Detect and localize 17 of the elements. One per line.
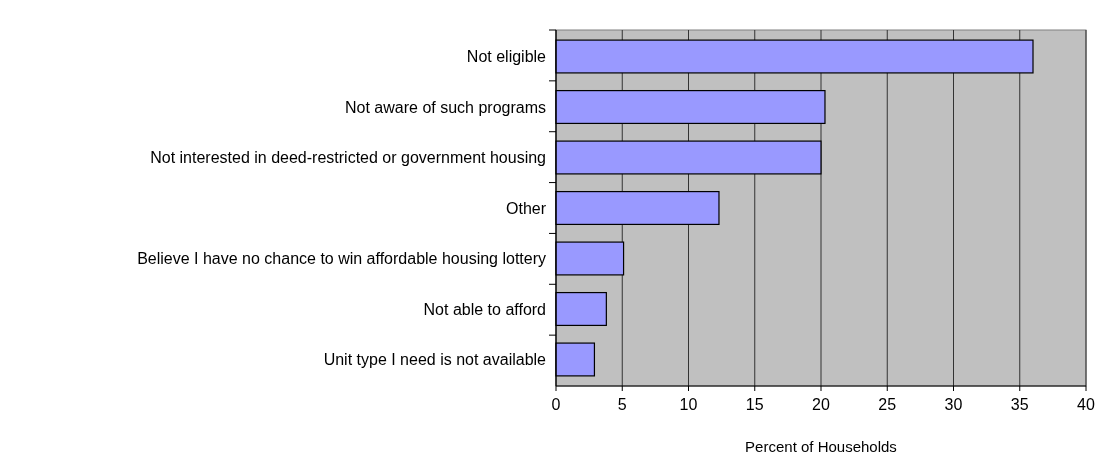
y-tick-label: Other [505,199,547,217]
y-tick-label: Not aware of such programs [345,98,546,116]
x-tick-label: 25 [878,396,897,413]
y-tick-label: Believe I have no chance to win affordable housing lottery [137,250,546,268]
x-tick-label: 5 [617,396,627,413]
x-axis-title: Percent of Households [745,438,897,455]
x-tick-label: 0 [551,396,561,413]
y-tick-label: Unit type I need is not available [323,351,547,369]
x-tick-label: 15 [745,396,764,413]
x-tick-label: 10 [679,396,698,413]
x-tick-label: 40 [1077,396,1095,413]
x-tick-label: 20 [812,396,830,413]
y-tick-label: Not eligible [466,48,547,66]
y-tick-label: Not able to afford [423,300,546,318]
x-tick-label: 30 [944,396,963,413]
y-tick-label: Not interested in deed-restricted or government housing [150,149,546,167]
x-tick-label: 35 [1010,396,1029,413]
